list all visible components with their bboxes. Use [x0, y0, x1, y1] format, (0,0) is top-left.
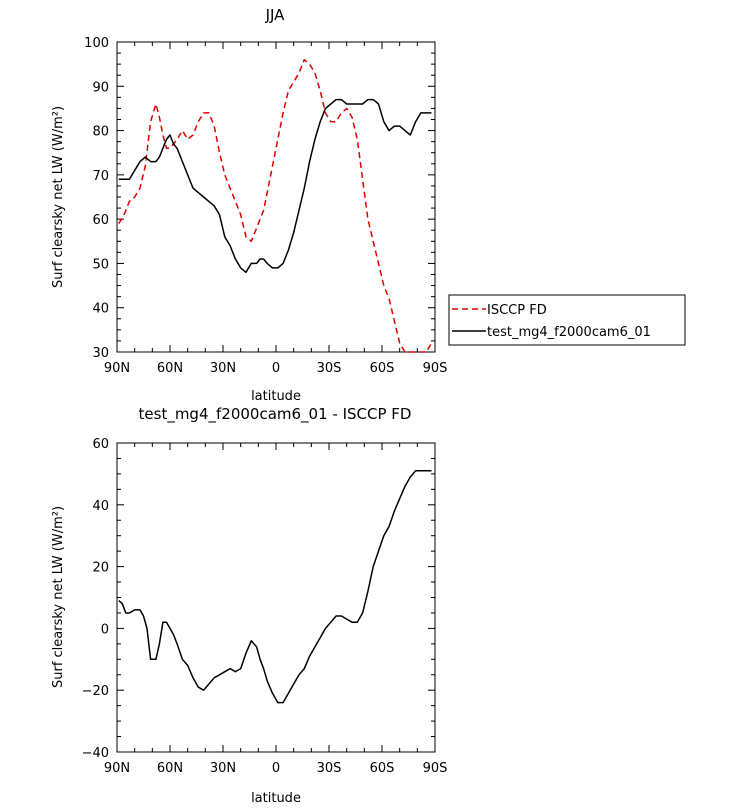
top-y-tick-label: 70	[92, 169, 109, 184]
top-x-tick-label: 90S	[423, 361, 448, 376]
bottom-x-tick-label: 60S	[370, 761, 395, 776]
bottom-x-ticks: 90N 60N 30N 0 30S 60S 90S	[104, 443, 448, 776]
bottom-plot-frame	[116, 442, 436, 753]
bottom-series-lines	[118, 470, 432, 704]
top-x-tick-label: 90N	[104, 361, 130, 376]
top-x-tick-label: 30S	[317, 361, 342, 376]
top-y-tick-label: 80	[92, 125, 109, 140]
legend-label-model: test_mg4_f2000cam6_01	[487, 325, 651, 340]
bottom-chart-title: test_mg4_f2000cam6_01 - ISCCP FD	[139, 405, 412, 424]
bottom-y-tick-label: 0	[101, 622, 109, 637]
top-chart: JJA 90N 60N 30N 0 30S 60S 90S 30 40 50 60 70 80 90 10…	[51, 6, 447, 404]
legend-label-isccp: ISCCP FD	[487, 303, 547, 318]
bottom-y-tick-label: −40	[82, 746, 109, 761]
bottom-y-tick-label: 60	[92, 437, 109, 452]
bottom-chart: test_mg4_f2000cam6_01 - ISCCP FD 90N 60N 3…	[51, 405, 447, 806]
bottom-x-tick-label: 30N	[210, 761, 236, 776]
top-x-tick-label: 60S	[370, 361, 395, 376]
bottom-x-tick-label: 90N	[104, 761, 130, 776]
legend-box	[448, 294, 686, 346]
bottom-y-tick-label: −20	[82, 684, 109, 699]
top-x-axis-label: latitude	[251, 389, 301, 404]
top-x-tick-label: 30N	[210, 361, 236, 376]
top-plot-frame	[116, 41, 436, 353]
bottom-y-axis-label: Surf clearsky net LW (W/m²)	[51, 506, 66, 688]
top-series-line-1	[118, 98, 432, 274]
top-x-tick-label: 60N	[157, 361, 183, 376]
top-series-line-0	[118, 58, 433, 353]
bottom-y-tick-label: 20	[92, 561, 109, 576]
bottom-x-tick-label: 90S	[423, 761, 448, 776]
legend: ISCCP FD test_mg4_f2000cam6_01	[448, 294, 686, 346]
top-x-tick-label: 0	[272, 361, 280, 376]
bottom-x-axis-label: latitude	[251, 791, 301, 806]
bottom-y-tick-label: 40	[92, 499, 109, 514]
top-y-tick-label: 30	[92, 346, 109, 361]
top-y-ticks: 30 40 50 60 70 80 90 100	[84, 36, 435, 361]
top-y-tick-label: 60	[92, 213, 109, 228]
top-series-lines	[118, 58, 433, 353]
bottom-series-line-0	[118, 470, 432, 704]
top-y-axis-label: Surf clearsky net LW (W/m²)	[51, 106, 66, 288]
top-y-tick-label: 90	[92, 80, 109, 95]
top-y-tick-label: 100	[84, 36, 109, 51]
top-chart-title: JJA	[265, 6, 286, 24]
bottom-x-tick-label: 0	[272, 761, 280, 776]
bottom-y-ticks: −40 −20 0 20 40 60	[82, 437, 435, 761]
top-y-tick-label: 40	[92, 302, 109, 317]
bottom-x-tick-label: 60N	[157, 761, 183, 776]
bottom-x-tick-label: 30S	[317, 761, 342, 776]
top-x-ticks: 90N 60N 30N 0 30S 60S 90S	[104, 42, 448, 376]
top-y-tick-label: 50	[92, 257, 109, 272]
